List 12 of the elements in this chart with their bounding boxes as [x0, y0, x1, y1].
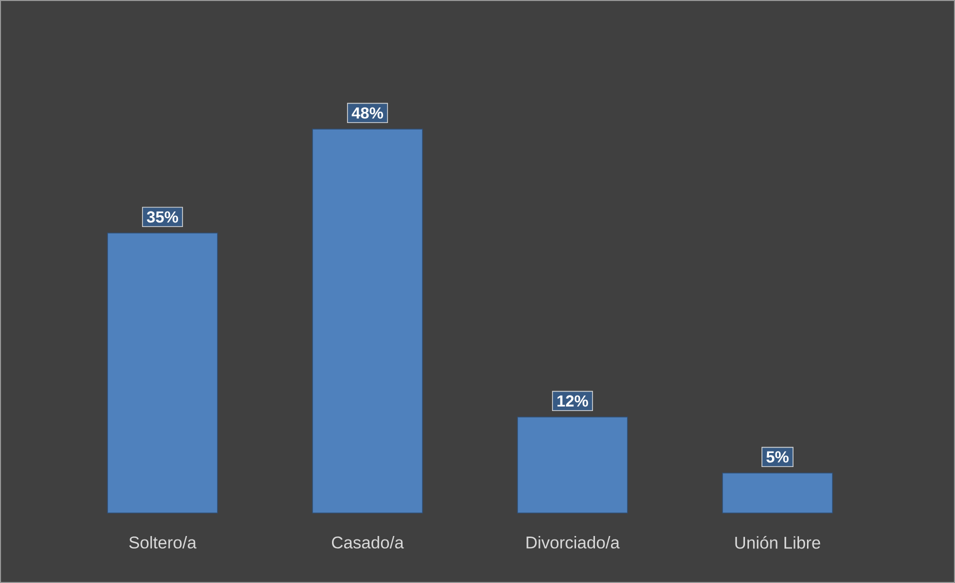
bar [312, 128, 423, 514]
data-label: 12% [557, 395, 588, 407]
x-tick-label: Soltero/a [129, 536, 197, 549]
data-label: 48% [352, 107, 384, 119]
data-label: 35% [146, 211, 178, 223]
x-tick-label: Casado/a [332, 536, 404, 549]
bar [517, 416, 628, 514]
x-tick-label: Divorciado/a [526, 536, 620, 549]
x-tick-label: Unión Libre [735, 536, 820, 549]
data-label: 5% [766, 451, 789, 463]
bar [722, 472, 833, 514]
bar [107, 232, 218, 514]
